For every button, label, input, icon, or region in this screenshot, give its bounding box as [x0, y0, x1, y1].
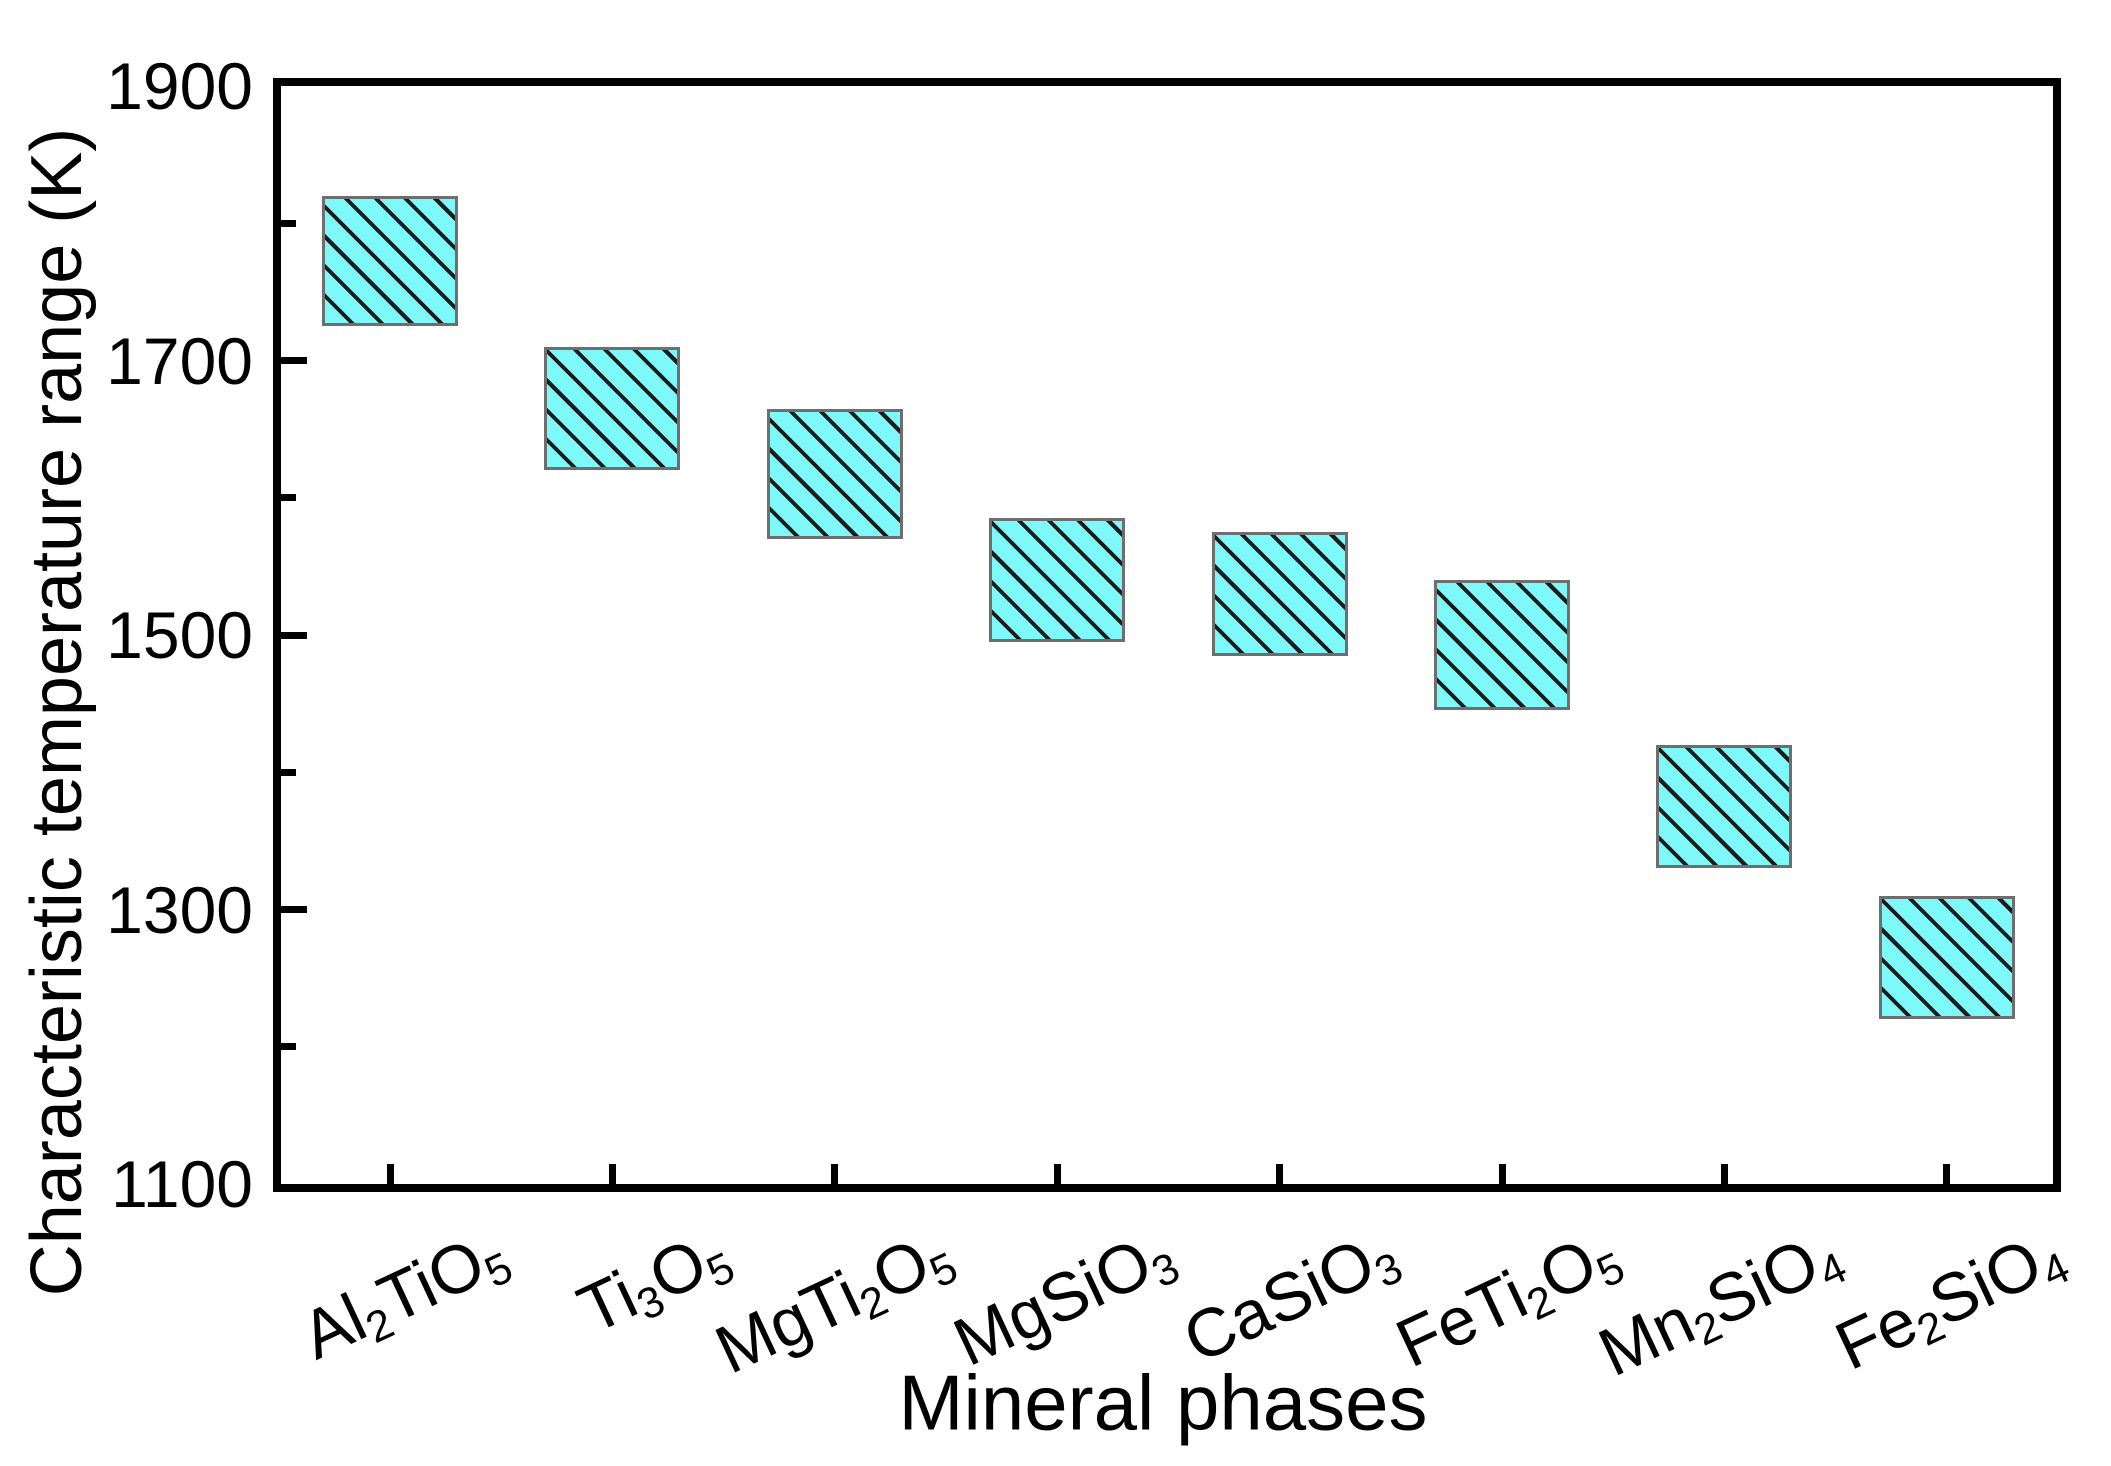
x-tick: [1943, 1164, 1951, 1184]
y-minor-tick: [281, 1043, 296, 1051]
range-bar-FeTi2O5: [1434, 580, 1570, 711]
y-major-tick: [281, 906, 307, 913]
formula-text: Fe: [1824, 1282, 1929, 1385]
range-bar-Ti3O5: [544, 346, 681, 471]
y-tick-label: 1100: [111, 1147, 253, 1221]
plot-area-frame: [273, 78, 2061, 1192]
y-tick-label: 1500: [106, 598, 253, 672]
range-bar-Mn2SiO4: [1656, 744, 1793, 869]
y-minor-tick: [281, 768, 296, 776]
formula-text: Mn: [1588, 1282, 1706, 1391]
range-bar-MgSiO3: [989, 518, 1126, 642]
x-axis-title: Mineral phases: [898, 1358, 1428, 1447]
y-minor-tick: [281, 219, 296, 227]
range-bar-MgTi2O5: [766, 408, 903, 539]
y-minor-tick: [281, 494, 296, 502]
x-tick: [608, 1164, 616, 1184]
y-tick-label: 1300: [106, 872, 253, 947]
y-tick-label: 1900: [106, 49, 253, 123]
formula-text: Ti: [567, 1256, 649, 1349]
y-tick-label: 1700: [106, 323, 253, 398]
x-tick: [1053, 1164, 1061, 1184]
range-bar-Fe2SiO4: [1878, 895, 2015, 1020]
x-tick: [386, 1164, 394, 1184]
formula-text: Al: [290, 1279, 378, 1374]
x-tick: [831, 1164, 839, 1184]
y-axis-title: Characteristic temperature range (K): [17, 127, 97, 1297]
range-bar-Al2TiO5: [322, 195, 458, 327]
y-major-tick: [281, 631, 307, 639]
y-major-tick: [281, 357, 307, 364]
x-tick: [1720, 1164, 1728, 1184]
range-bar-CaSiO3: [1211, 532, 1348, 656]
x-tick: [1276, 1164, 1284, 1184]
x-tick: [1498, 1164, 1506, 1184]
